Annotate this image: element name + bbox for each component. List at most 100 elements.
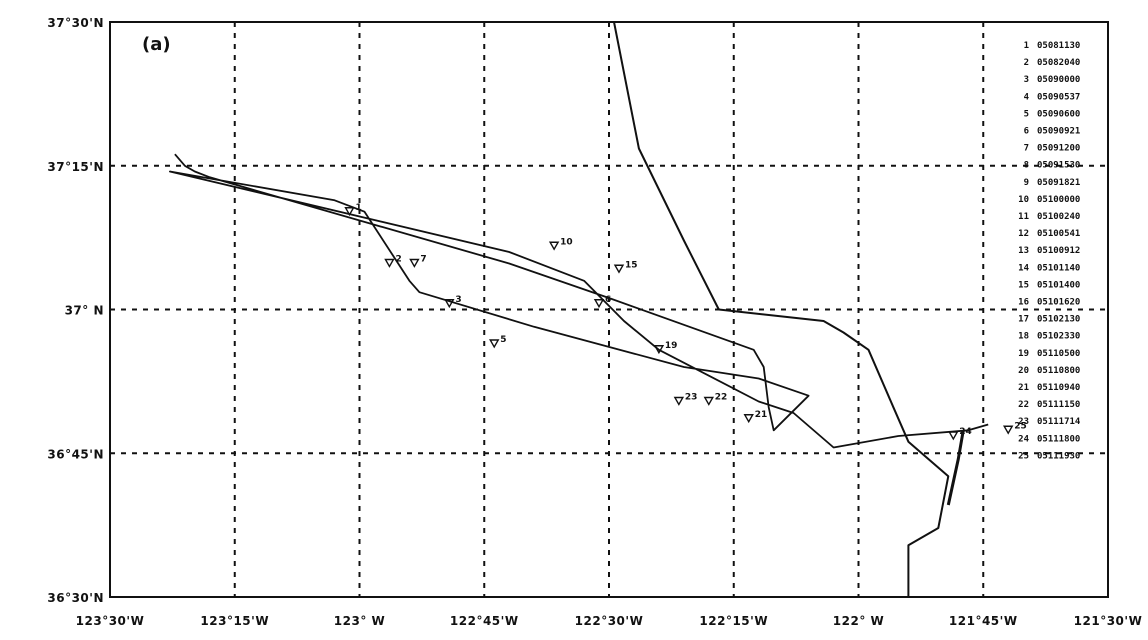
legend-value: 05091530 bbox=[1037, 161, 1080, 171]
drifter-track-nearshore bbox=[946, 430, 965, 506]
track-marker-label: 25 bbox=[1014, 421, 1027, 431]
track-marker bbox=[444, 299, 455, 309]
legend-value: 05102330 bbox=[1037, 332, 1080, 342]
legend-value: 05100541 bbox=[1037, 229, 1080, 239]
legend-value: 05090921 bbox=[1037, 127, 1080, 137]
track-marker-label: 3 bbox=[455, 295, 461, 305]
track-marker bbox=[948, 431, 959, 441]
grid-lines bbox=[110, 22, 1108, 597]
legend-value: 05101400 bbox=[1037, 280, 1080, 290]
legend-id: 1 bbox=[1024, 41, 1029, 51]
legend-value: 05100912 bbox=[1037, 246, 1080, 256]
legend-id: 3 bbox=[1024, 75, 1029, 85]
legend-id: 14 bbox=[1018, 263, 1029, 273]
track-marker-label: 21 bbox=[755, 410, 768, 420]
track-marker bbox=[489, 339, 500, 349]
legend-id: 13 bbox=[1018, 246, 1029, 256]
legend-id: 18 bbox=[1018, 332, 1029, 342]
legend-value: 05081130 bbox=[1037, 41, 1080, 51]
legend-id: 12 bbox=[1018, 229, 1029, 239]
legend-value: 05090000 bbox=[1037, 75, 1080, 85]
y-tick-label: 36°45'N bbox=[47, 447, 104, 461]
track-marker-label: 7 bbox=[420, 255, 426, 265]
legend-value: 05110800 bbox=[1037, 366, 1080, 376]
legend-id: 2 bbox=[1024, 58, 1029, 68]
legend-value: 05082040 bbox=[1037, 58, 1080, 68]
y-tick-label: 37° N bbox=[65, 304, 104, 318]
legend-id: 19 bbox=[1018, 349, 1029, 359]
legend-value: 05091200 bbox=[1037, 144, 1080, 154]
legend-value: 05110940 bbox=[1037, 383, 1080, 393]
drifter-track bbox=[168, 153, 989, 449]
y-tick-label: 37°30'N bbox=[47, 16, 104, 30]
legend-value: 05091821 bbox=[1037, 178, 1080, 188]
x-tick-label: 121°30'W bbox=[1074, 614, 1143, 628]
legend-value: 05101620 bbox=[1037, 298, 1080, 308]
track-layer bbox=[168, 153, 989, 506]
legend-value: 05100240 bbox=[1037, 212, 1080, 222]
track-marker-label: 15 bbox=[625, 260, 638, 270]
legend-id: 24 bbox=[1018, 434, 1029, 444]
x-tick-label: 122°45'W bbox=[450, 614, 519, 628]
track-marker bbox=[703, 396, 715, 406]
legend-value: 05111150 bbox=[1037, 400, 1080, 410]
track-marker-label: 5 bbox=[500, 335, 506, 345]
legend-id: 15 bbox=[1018, 280, 1029, 290]
legend-id: 21 bbox=[1018, 383, 1029, 393]
x-tick-label: 122°15'W bbox=[699, 614, 768, 628]
track-marker-label: 2 bbox=[395, 255, 401, 265]
track-marker-label: 22 bbox=[715, 393, 728, 403]
legend-id: 11 bbox=[1018, 212, 1029, 222]
x-tick-label: 121°45'W bbox=[949, 614, 1018, 628]
track-marker bbox=[1002, 425, 1014, 435]
legend-value: 05090537 bbox=[1037, 92, 1080, 102]
x-tick-label: 123° W bbox=[334, 614, 385, 628]
track-marker bbox=[344, 207, 355, 217]
legend-value: 05111930 bbox=[1037, 451, 1080, 461]
legend-value: 05111800 bbox=[1037, 434, 1080, 444]
legend-id: 10 bbox=[1018, 195, 1029, 205]
track-marker-label: 24 bbox=[959, 427, 972, 437]
y-tick-label: 36°30'N bbox=[47, 591, 104, 605]
track-marker bbox=[743, 414, 754, 424]
x-tick-label: 123°30'W bbox=[76, 614, 145, 628]
legend-id: 7 bbox=[1024, 144, 1029, 154]
legend-id: 8 bbox=[1024, 161, 1029, 171]
legend-id: 22 bbox=[1018, 400, 1029, 410]
coastline bbox=[613, 21, 950, 597]
legend-value: 05111714 bbox=[1037, 417, 1081, 427]
x-tick-label: 123°15'W bbox=[200, 614, 269, 628]
legend-value: 05100000 bbox=[1037, 195, 1080, 205]
legend-id: 17 bbox=[1018, 315, 1029, 325]
legend-value: 05102130 bbox=[1037, 315, 1080, 325]
legend-id: 25 bbox=[1018, 451, 1029, 461]
track-marker-label: 19 bbox=[665, 341, 678, 351]
legend-id: 16 bbox=[1018, 298, 1029, 308]
track-marker-label: 23 bbox=[685, 393, 698, 403]
track-marker bbox=[593, 299, 605, 309]
panel-label: (a) bbox=[142, 34, 171, 55]
x-tick-label: 122° W bbox=[833, 614, 884, 628]
track-marker bbox=[673, 396, 685, 406]
legend-value: 05090600 bbox=[1037, 109, 1080, 119]
track-marker bbox=[409, 258, 420, 268]
legend-id: 5 bbox=[1024, 109, 1029, 119]
track-marker bbox=[613, 264, 625, 274]
track-marker bbox=[548, 241, 560, 251]
legend-value: 05110500 bbox=[1037, 349, 1080, 359]
legend-id: 6 bbox=[1024, 127, 1029, 137]
legend: 1 05081130 2 05082040 3 05090000 4 05090537 5 050… bbox=[1018, 41, 1081, 461]
track-marker-label: 10 bbox=[560, 237, 573, 247]
tick-labels: 123°30'W 123°15'W 123° W 122°45'W 122°30'W 12… bbox=[47, 16, 1143, 628]
legend-id: 20 bbox=[1018, 366, 1029, 376]
legend-id: 4 bbox=[1024, 92, 1030, 102]
track-marker-label: 6 bbox=[605, 295, 611, 305]
plot-frame bbox=[109, 21, 1109, 598]
track-marker bbox=[384, 258, 395, 268]
legend-id: 9 bbox=[1024, 178, 1029, 188]
legend-value: 05101140 bbox=[1037, 263, 1080, 273]
coastline-layer bbox=[613, 21, 950, 597]
track-marker-label: 1 bbox=[356, 203, 362, 213]
